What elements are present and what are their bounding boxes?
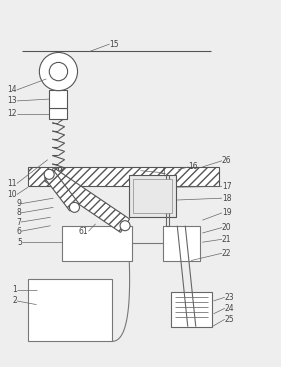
Text: 61: 61 bbox=[79, 227, 89, 236]
Text: 22: 22 bbox=[222, 249, 232, 258]
Bar bbox=[49, 90, 67, 108]
Circle shape bbox=[44, 169, 54, 179]
Text: 12: 12 bbox=[7, 109, 17, 118]
Circle shape bbox=[39, 52, 78, 91]
Text: 15: 15 bbox=[110, 40, 119, 48]
Text: 23: 23 bbox=[225, 293, 234, 302]
Text: 11: 11 bbox=[7, 179, 17, 188]
Polygon shape bbox=[44, 171, 79, 211]
Text: 5: 5 bbox=[18, 238, 22, 247]
Text: 21: 21 bbox=[222, 235, 232, 244]
Bar bbox=[28, 279, 112, 341]
Text: 2: 2 bbox=[12, 297, 17, 305]
Bar bbox=[171, 292, 212, 327]
Bar bbox=[133, 179, 172, 213]
Bar bbox=[163, 226, 200, 261]
Text: 1: 1 bbox=[12, 286, 17, 294]
Bar bbox=[62, 226, 132, 261]
Text: 20: 20 bbox=[222, 223, 232, 232]
Circle shape bbox=[69, 202, 80, 212]
Bar bbox=[129, 175, 176, 217]
Circle shape bbox=[120, 221, 130, 231]
Polygon shape bbox=[45, 168, 130, 232]
Text: 6: 6 bbox=[16, 227, 21, 236]
Text: 19: 19 bbox=[222, 208, 232, 217]
Circle shape bbox=[49, 62, 68, 81]
Text: 14: 14 bbox=[7, 86, 17, 94]
Bar bbox=[49, 108, 67, 119]
Text: 17: 17 bbox=[222, 182, 232, 191]
Text: 4: 4 bbox=[160, 168, 165, 177]
Text: 25: 25 bbox=[225, 315, 234, 324]
Text: 26: 26 bbox=[222, 156, 232, 165]
Text: 16: 16 bbox=[188, 163, 198, 171]
Text: 10: 10 bbox=[7, 190, 17, 199]
Text: 18: 18 bbox=[222, 194, 232, 203]
Text: 9: 9 bbox=[16, 199, 21, 208]
Text: 24: 24 bbox=[225, 304, 234, 313]
Text: 8: 8 bbox=[16, 208, 21, 217]
Text: 7: 7 bbox=[16, 218, 21, 226]
Text: 13: 13 bbox=[7, 97, 17, 105]
Bar bbox=[28, 167, 219, 186]
